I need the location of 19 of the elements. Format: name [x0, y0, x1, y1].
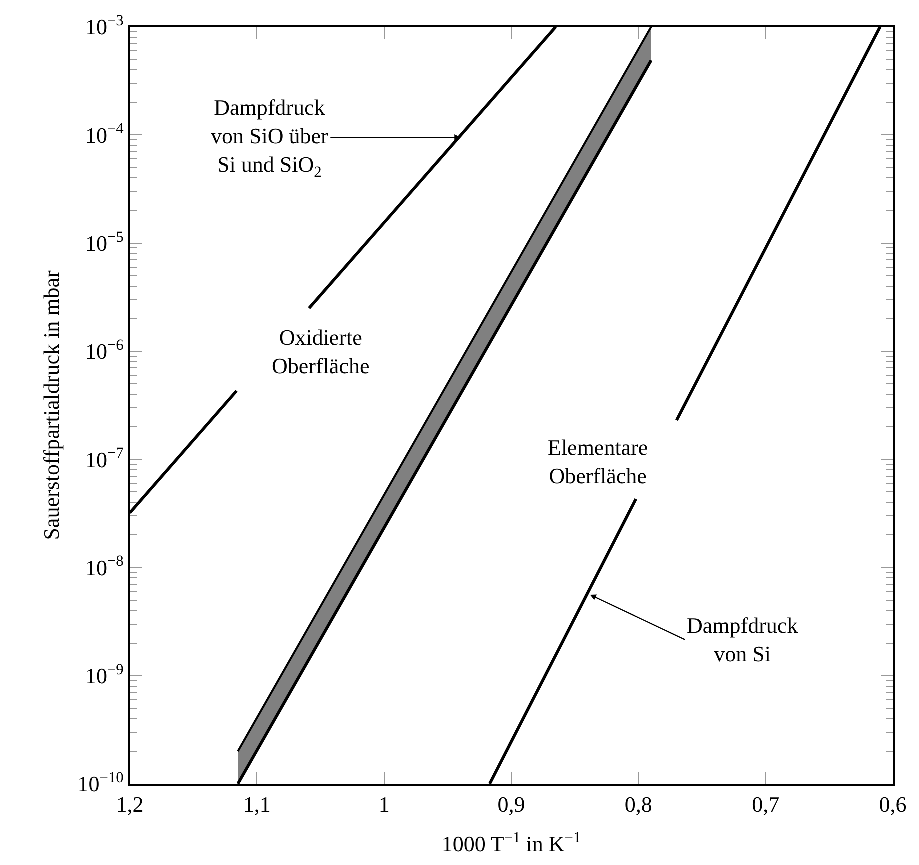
x-tick-label: 0,9	[498, 792, 526, 818]
annotation: Dampfdruck von SiO über Si und SiO$_{2}$	[211, 95, 329, 181]
y-axis-title: Sauerstoffpartialdruck in mbar	[39, 270, 64, 540]
x-tick-label: 1	[378, 792, 390, 818]
annotation: Oxidierte Oberfläche	[272, 325, 370, 379]
y-tick-label: 10$^{−7}$	[85, 445, 124, 472]
annotation: Elementare Oberfläche	[548, 435, 648, 489]
y-tick-label: 10$^{−3}$	[85, 12, 124, 40]
y-tick-label: 10$^{−9}$	[85, 661, 124, 689]
y-tick-label: 10$^{−5}$	[85, 228, 124, 256]
x-tick-label: 1,1	[243, 792, 271, 818]
annotation: Dampfdruck von Si	[687, 613, 798, 667]
y-tick-label: 10$^{−4}$	[85, 120, 124, 148]
x-tick-label: 0,8	[624, 792, 652, 818]
y-tick-label: 10$^{−6}$	[85, 336, 124, 364]
x-tick-label: 0,6	[879, 792, 907, 818]
y-tick-label: 10$^{−8}$	[85, 553, 124, 580]
x-tick-label: 0,7	[752, 792, 780, 818]
x-axis-title: 1000 T$^{−1}$ in K$^{−1}$	[442, 829, 582, 857]
